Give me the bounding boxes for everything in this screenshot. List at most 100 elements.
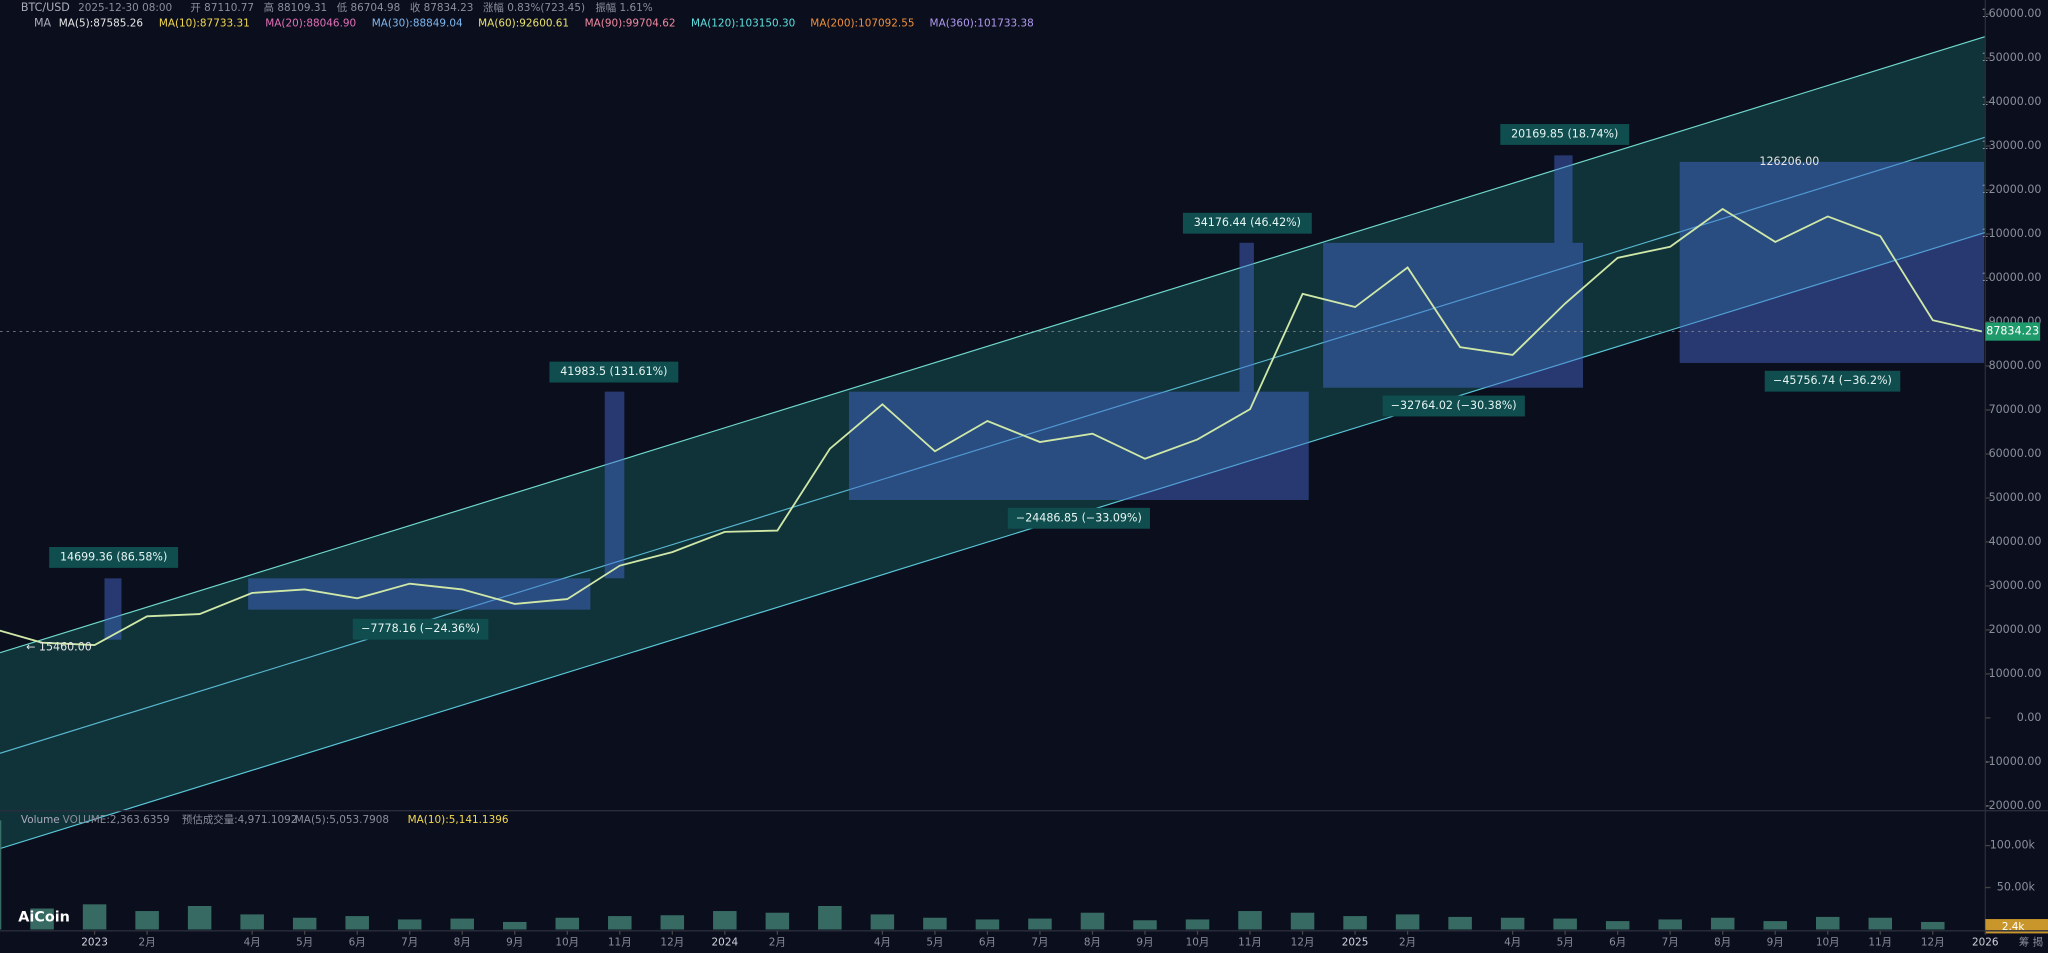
ma-legend: MA(10):87733.31 bbox=[159, 18, 250, 30]
volume-bar bbox=[1500, 917, 1525, 930]
ma-legend: MA(60):92600.61 bbox=[478, 18, 569, 30]
range-box bbox=[1679, 161, 1984, 363]
channel-line bbox=[0, 136, 1986, 754]
volume-bar bbox=[660, 915, 685, 930]
y-tick-label: -10000.00 bbox=[1985, 755, 2042, 768]
x-tick-label: 2025 bbox=[1342, 937, 1369, 949]
ma-legend: MA(200):107092.55 bbox=[810, 18, 914, 30]
volume-bar bbox=[187, 906, 212, 930]
volume-info: VOLUME:2,363.6359 bbox=[63, 814, 170, 826]
volume-bar bbox=[1710, 917, 1735, 930]
x-tick-label: 5月 bbox=[926, 937, 943, 949]
range-box bbox=[604, 391, 625, 579]
x-tick-label: 7月 bbox=[1662, 937, 1679, 949]
volume-bar bbox=[1448, 916, 1472, 930]
title: BTC/USD bbox=[21, 1, 70, 14]
brand: AiCoin bbox=[18, 910, 70, 926]
x-tick-label: 9月 bbox=[506, 937, 523, 949]
info: 收 87834.23 bbox=[410, 1, 474, 14]
x-tick-label: 8月 bbox=[1714, 937, 1731, 949]
volume-bar bbox=[1553, 918, 1577, 930]
volume-bar bbox=[1185, 919, 1210, 930]
info: 2025-12-30 08:00 bbox=[78, 2, 172, 14]
x-tick-label: 12月 bbox=[1921, 937, 1945, 949]
y-tick-label: 150000.00 bbox=[1982, 51, 2042, 64]
range-box bbox=[848, 391, 1309, 500]
high-marker: 126206.00 bbox=[1759, 155, 1819, 168]
x-tick-label: 12月 bbox=[1291, 937, 1315, 949]
ma-legend: MA(120):103150.30 bbox=[691, 18, 795, 30]
x-tick-label: 5月 bbox=[296, 937, 313, 949]
low-marker: ← 15460.00 bbox=[26, 641, 92, 654]
annotation-bg bbox=[352, 618, 489, 640]
info: 高 88109.31 bbox=[264, 1, 328, 14]
volume-info: MA(5):5,053.7908 bbox=[295, 814, 389, 826]
annotation-bg bbox=[1382, 395, 1525, 417]
volume-bar bbox=[1238, 911, 1262, 930]
volume-bar bbox=[608, 916, 632, 930]
volume-info: MA(10):5,141.1396 bbox=[408, 814, 509, 826]
volume-bar bbox=[1868, 917, 1893, 930]
range-box bbox=[1239, 242, 1254, 392]
x-tick-label: 10月 bbox=[555, 937, 579, 949]
corner: 筹 揭 bbox=[2019, 936, 2043, 949]
x-tick-label: 2月 bbox=[139, 937, 156, 949]
x-tick-label: 7月 bbox=[1031, 937, 1048, 949]
volume-bar bbox=[1395, 914, 1420, 930]
volume-bar bbox=[975, 919, 1000, 930]
volume-bar bbox=[30, 908, 54, 930]
range-box bbox=[248, 578, 591, 610]
x-tick-label: 11月 bbox=[1238, 937, 1262, 949]
annotation-bg bbox=[549, 361, 679, 383]
volume-bar bbox=[345, 916, 369, 930]
info: 振幅 1.61% bbox=[595, 1, 652, 14]
y-tick-label: 120000.00 bbox=[1982, 183, 2042, 196]
range-box bbox=[104, 578, 122, 640]
volume-bar bbox=[1028, 918, 1052, 930]
x-tick-label: 6月 bbox=[979, 937, 996, 949]
y-tick-label: -20000.00 bbox=[1985, 799, 2042, 812]
x-tick-label: 12月 bbox=[660, 937, 684, 949]
x-tick-label: 11月 bbox=[1868, 937, 1892, 949]
volume-title: Volume bbox=[21, 814, 60, 826]
channel-fill bbox=[0, 36, 1986, 849]
volume-bar bbox=[1658, 919, 1682, 930]
ma-legend: MA(360):101733.38 bbox=[930, 18, 1034, 30]
channel-line bbox=[0, 231, 1986, 850]
ma-legend: MA(30):88849.04 bbox=[372, 18, 463, 30]
volume-bar bbox=[1133, 920, 1157, 930]
volume-bar bbox=[1343, 916, 1367, 930]
current-volume: 2.4k bbox=[2002, 921, 2026, 933]
volume-bar bbox=[870, 914, 895, 930]
x-tick-label: 9月 bbox=[1136, 937, 1153, 949]
volume-bar bbox=[0, 820, 2, 930]
volume-bar bbox=[555, 917, 580, 930]
annotation: 34176.44 (46.42%) bbox=[1194, 216, 1301, 229]
x-tick-label: 8月 bbox=[1084, 937, 1101, 949]
y-tick-label: 60000.00 bbox=[1989, 447, 2042, 460]
y-tick-label: 0.00 bbox=[2017, 711, 2042, 724]
volume-bar bbox=[1815, 916, 1840, 930]
volume-bar bbox=[82, 904, 107, 930]
channel-line bbox=[0, 36, 1986, 654]
y-tick-label: 30000.00 bbox=[1989, 579, 2042, 592]
range-box bbox=[1554, 155, 1573, 243]
x-tick-label: 2026 bbox=[1972, 937, 1999, 949]
y-tick-label: 50000.00 bbox=[1989, 491, 2042, 504]
annotation-bg bbox=[1764, 370, 1901, 392]
info: 低 86704.98 bbox=[337, 1, 401, 14]
volume-bar bbox=[1921, 921, 1945, 930]
x-tick-label: 10月 bbox=[1186, 937, 1210, 949]
volume-bar bbox=[450, 918, 474, 930]
annotation: −7778.16 (−24.36%) bbox=[361, 622, 480, 635]
annotation-bg bbox=[49, 546, 179, 568]
volume-bar bbox=[502, 921, 527, 930]
volume-bar bbox=[1080, 912, 1105, 930]
ma-title: MA bbox=[34, 17, 52, 30]
y-tick-label: 50.00k bbox=[1997, 881, 2036, 894]
last-price-bg bbox=[1985, 322, 2041, 341]
x-tick-label: 2月 bbox=[1399, 937, 1416, 949]
annotation: 41983.5 (131.61%) bbox=[560, 365, 667, 378]
volume-bar bbox=[1763, 921, 1787, 930]
